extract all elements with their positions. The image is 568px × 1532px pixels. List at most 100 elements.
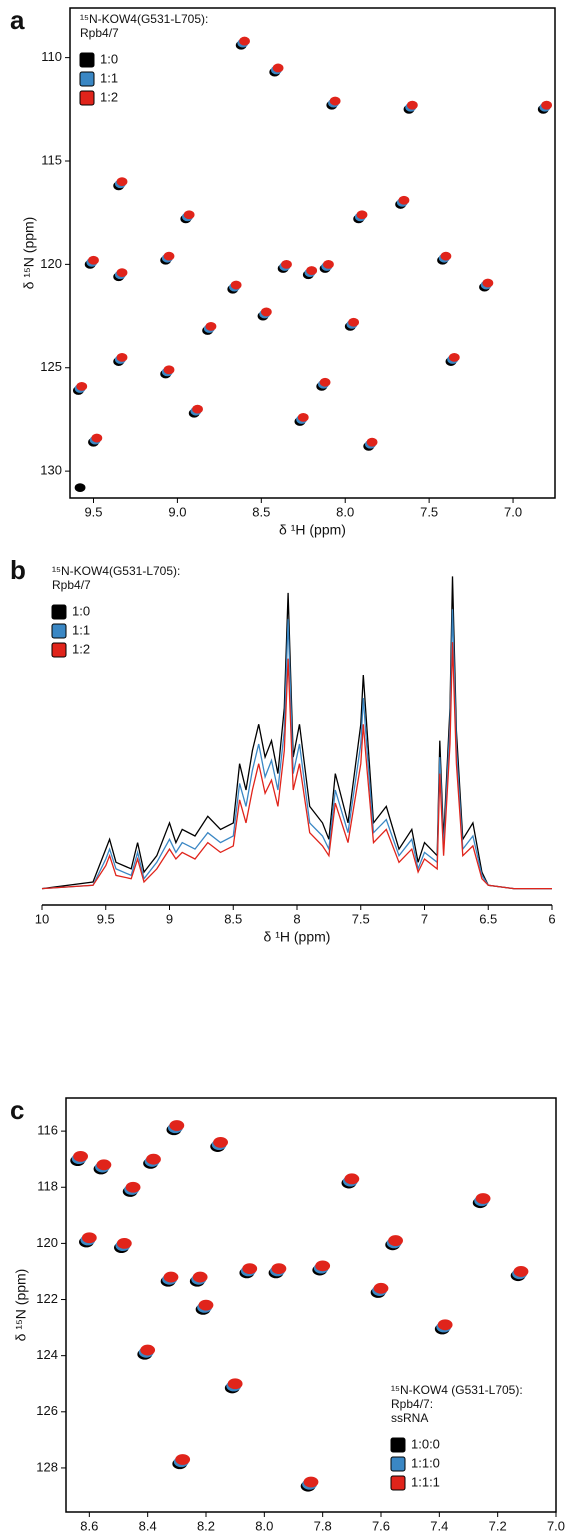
y-tick-label: 128: [36, 1459, 58, 1474]
y-tick-label: 120: [40, 256, 62, 271]
legend-swatch: [79, 52, 95, 68]
peak: [198, 1299, 214, 1311]
y-axis-label: δ ¹⁵N (ppm): [13, 1269, 29, 1342]
x-tick-label: 7.5: [420, 504, 438, 519]
peak: [440, 251, 452, 261]
y-tick-label: 110: [41, 49, 62, 64]
legend-label: 1:0:0: [411, 1436, 440, 1451]
annotation: Rpb4/7: [52, 578, 91, 592]
peak: [373, 1282, 389, 1294]
legend-swatch: [390, 1456, 406, 1472]
x-tick-label: 8.0: [336, 504, 354, 519]
peak: [388, 1235, 403, 1246]
y-tick-label: 120: [36, 1235, 58, 1250]
peak: [116, 353, 128, 362]
peak: [146, 1153, 161, 1165]
peak: [513, 1266, 529, 1277]
peak: [271, 1263, 287, 1275]
x-tick-label: 8.5: [224, 911, 242, 926]
y-tick-label: 124: [36, 1347, 58, 1362]
legend-label: 1:1:0: [411, 1455, 440, 1470]
annotation: ¹⁵N-KOW4(G531-L705):: [52, 564, 180, 578]
plot-frame: [69, 7, 556, 499]
x-tick-label: 6.5: [479, 911, 497, 926]
peak: [348, 317, 360, 327]
x-tick-label: 6: [548, 911, 555, 926]
legend-label: 1:1:1: [411, 1474, 440, 1489]
y-axis-label: δ ¹⁵N (ppm): [21, 217, 37, 290]
peak: [344, 1173, 360, 1185]
x-tick-label: 8.0: [255, 1518, 273, 1532]
x-tick-label: 9: [166, 911, 173, 926]
x-tick-label: 8.2: [197, 1518, 215, 1532]
peak: [437, 1319, 453, 1331]
peak: [315, 1260, 331, 1272]
peak: [183, 210, 195, 220]
x-tick-label: 7.5: [352, 911, 370, 926]
peak: [125, 1181, 141, 1193]
y-tick-label: 118: [37, 1179, 58, 1194]
x-tick-label: 8.4: [139, 1518, 157, 1532]
peak: [297, 412, 309, 422]
spectrum-line: [41, 642, 552, 890]
peak: [281, 259, 292, 269]
y-tick-label: 122: [36, 1291, 58, 1306]
x-tick-label: 9.5: [97, 911, 115, 926]
peak: [227, 1378, 243, 1390]
peak: [260, 307, 272, 317]
y-tick-label: 115: [41, 152, 62, 167]
peak: [448, 353, 460, 362]
peak: [76, 381, 88, 391]
y-tick-label: 130: [40, 463, 62, 478]
peak: [398, 195, 410, 205]
x-axis-label: δ ¹H (ppm): [264, 929, 331, 945]
peak: [116, 177, 128, 187]
peak: [306, 266, 318, 275]
peak: [116, 268, 128, 278]
y-tick-label: 125: [40, 359, 62, 374]
plot-frame: [65, 1097, 557, 1513]
x-tick-label: 9.0: [168, 504, 186, 519]
legend-swatch: [51, 623, 67, 639]
legend-swatch: [79, 90, 95, 106]
legend-label: 1:0: [100, 51, 118, 66]
peak: [163, 251, 175, 261]
legend-swatch: [390, 1475, 406, 1491]
legend-swatch: [51, 642, 67, 658]
panel-label: a: [10, 5, 25, 35]
peak: [303, 1476, 319, 1488]
panel-label: c: [10, 1095, 24, 1125]
x-tick-label: 7.0: [547, 1518, 565, 1532]
legend-label: 1:1: [72, 622, 90, 637]
peak: [74, 483, 86, 493]
x-tick-label: 7.4: [430, 1518, 448, 1532]
peak: [73, 1150, 88, 1162]
peak: [242, 1263, 258, 1275]
x-axis-label: δ ¹H (ppm): [279, 522, 346, 538]
legend-label: 1:2: [100, 89, 118, 104]
spectrum-line: [41, 576, 552, 890]
peak: [213, 1136, 228, 1148]
x-tick-label: 7.0: [504, 504, 522, 519]
peak: [356, 210, 368, 220]
spectrum-line: [41, 609, 552, 890]
peak: [175, 1454, 191, 1465]
peak: [205, 321, 217, 331]
annotation: ssRNA: [391, 1411, 428, 1425]
x-tick-label: 9.5: [84, 504, 102, 519]
y-tick-label: 126: [36, 1403, 58, 1418]
peak: [482, 278, 494, 288]
x-tick-label: 7: [421, 911, 428, 926]
x-tick-label: 10: [35, 911, 49, 926]
peak: [541, 100, 553, 110]
peak: [323, 259, 334, 269]
peak: [163, 1271, 179, 1283]
legend-swatch: [390, 1437, 406, 1453]
annotation: ¹⁵N-KOW4 (G531-L705):: [391, 1383, 523, 1397]
peak: [192, 1271, 208, 1283]
peak: [366, 437, 378, 447]
peak: [192, 404, 203, 414]
peak: [230, 280, 242, 290]
legend-swatch: [79, 71, 95, 87]
